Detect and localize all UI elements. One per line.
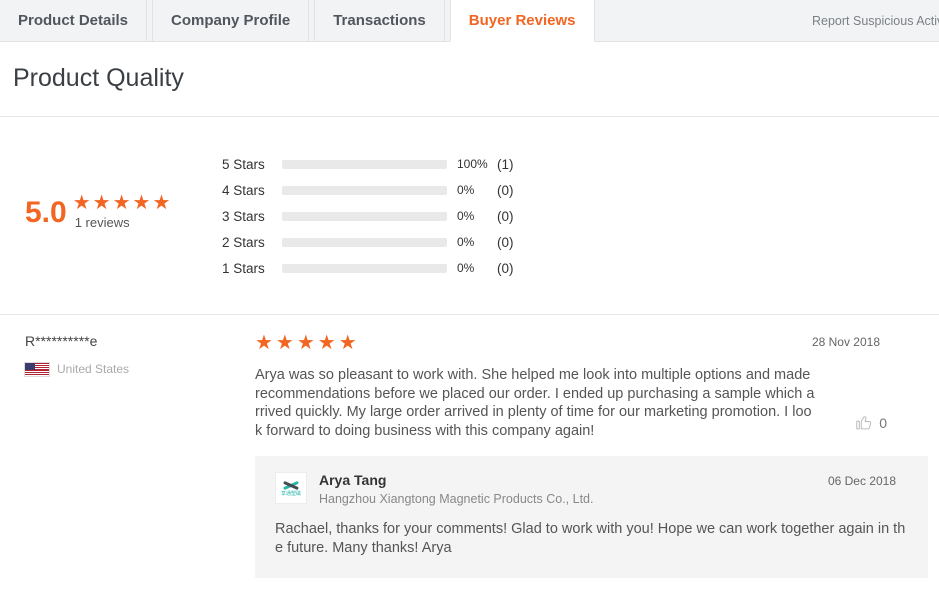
reviewer-country: United States	[57, 362, 130, 376]
us-flag-icon	[24, 361, 50, 377]
company-logo-text: 享通塑磁	[280, 490, 301, 497]
rating-bar-track	[282, 211, 447, 221]
rating-bar-track	[282, 159, 447, 169]
rating-count: (0)	[497, 260, 514, 276]
rating-percent: 0%	[457, 183, 475, 197]
rating-count: (0)	[497, 208, 514, 224]
rating-row-1-stars: 1 Stars 0% (0)	[222, 255, 514, 281]
divider	[0, 116, 939, 117]
divider	[0, 314, 939, 315]
tab-product-details[interactable]: Product Details	[0, 0, 148, 41]
rating-percent: 0%	[457, 261, 475, 275]
rating-bar-track	[282, 237, 447, 247]
reply-text: Rachael, thanks for your comments! Glad …	[275, 521, 906, 556]
reviews-count: 1 reviews	[74, 215, 130, 230]
rating-count: (0)	[497, 182, 514, 198]
tab-transactions[interactable]: Transactions	[314, 0, 445, 41]
tab-buyer-reviews[interactable]: Buyer Reviews	[449, 0, 595, 42]
rating-breakdown-chart: 5 Stars 100% (1) 4 Stars 0% (0) 3 Stars …	[222, 151, 514, 281]
rating-count: (1)	[497, 156, 514, 172]
thumbs-up-icon	[856, 416, 872, 430]
report-suspicious-activity-link[interactable]: Report Suspicious Activity	[812, 14, 939, 28]
reply-date: 06 Dec 2018	[827, 474, 896, 488]
rating-percent: 100%	[457, 157, 488, 171]
rating-count: (0)	[497, 234, 514, 250]
company-logo-x-icon	[283, 480, 299, 491]
overall-score-block: 5.0 ★★★★★ 1 reviews	[25, 192, 172, 230]
rating-row-label: 2 Stars	[222, 234, 265, 250]
reply-company-name: Hangzhou Xiangtong Magnetic Products Co.…	[319, 492, 594, 506]
reviewer-info: R**********e United States	[24, 333, 255, 456]
supplier-reply: 享通塑磁 Arya Tang Hangzhou Xiangtong Magnet…	[255, 456, 928, 578]
tab-company-profile[interactable]: Company Profile	[152, 0, 310, 41]
helpful-button[interactable]: 0	[854, 413, 887, 432]
rating-row-label: 3 Stars	[222, 208, 265, 224]
rating-row-3-stars: 3 Stars 0% (0)	[222, 203, 514, 229]
rating-percent: 0%	[457, 235, 475, 249]
rating-bar-track	[282, 263, 447, 273]
review-body: ★★★★★ 28 Nov 2018 Arya was so pleasant t…	[255, 333, 915, 456]
company-logo: 享通塑磁	[275, 472, 307, 504]
review-item: R**********e United States ★★★★★ 28 Nov …	[0, 315, 939, 456]
rating-summary-section: 5.0 ★★★★★ 1 reviews 5 Stars 100% (1) 4 S…	[0, 117, 939, 314]
helpful-count: 0	[879, 414, 887, 431]
tab-bar: Product Details Company Profile Transact…	[0, 0, 939, 42]
rating-row-2-stars: 2 Stars 0% (0)	[222, 229, 514, 255]
rating-bar-track	[282, 185, 447, 195]
rating-row-4-stars: 4 Stars 0% (0)	[222, 177, 514, 203]
reviewer-name: R**********e	[25, 333, 98, 349]
rating-row-label: 5 Stars	[222, 156, 265, 172]
page-title: Product Quality	[13, 64, 184, 92]
reply-author: Arya Tang	[319, 472, 387, 488]
overall-score: 5.0	[25, 196, 67, 229]
rating-row-label: 1 Stars	[222, 260, 265, 276]
overall-stars-icon: ★★★★★	[72, 192, 173, 214]
review-text: Arya was so pleasant to work with. She h…	[255, 367, 815, 439]
rating-row-5-stars: 5 Stars 100% (1)	[222, 151, 514, 177]
review-date: 28 Nov 2018	[811, 335, 880, 349]
rating-percent: 0%	[457, 209, 475, 223]
rating-row-label: 4 Stars	[222, 182, 265, 198]
review-stars-icon: ★★★★★	[255, 332, 360, 354]
